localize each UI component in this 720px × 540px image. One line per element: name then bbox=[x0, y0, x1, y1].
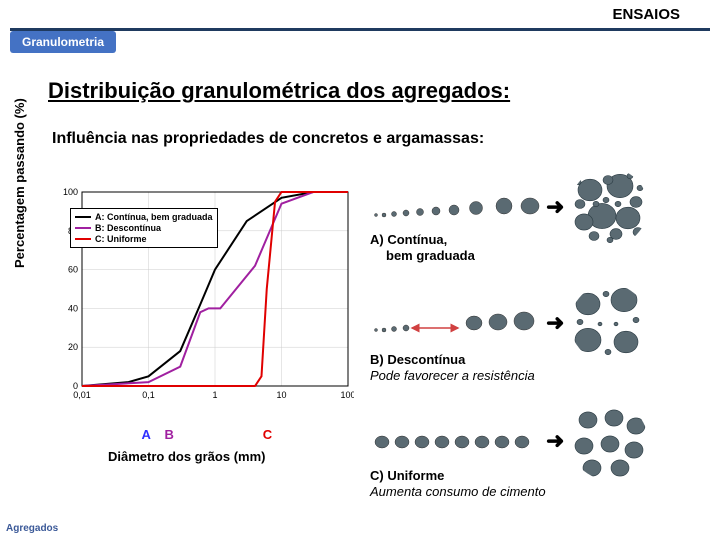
curve-label-b: B bbox=[165, 427, 174, 442]
chart-xlabel: Diâmetro dos grãos (mm) bbox=[108, 449, 265, 464]
loose-particles-b bbox=[370, 310, 540, 336]
packing-circle-b bbox=[570, 284, 648, 362]
svg-text:100: 100 bbox=[340, 390, 354, 400]
arrow-icon: ➜ bbox=[546, 310, 564, 336]
section-c-label: C) Uniforme bbox=[370, 468, 546, 484]
svg-text:10: 10 bbox=[276, 390, 286, 400]
curve-label-a: A bbox=[141, 427, 150, 442]
legend-label-c: C: Uniforme bbox=[95, 234, 147, 244]
section-a-label1: A) Contínua, bbox=[370, 232, 475, 248]
header-rule bbox=[10, 28, 710, 31]
arrow-icon: ➜ bbox=[546, 194, 564, 220]
svg-text:20: 20 bbox=[68, 342, 78, 352]
chart-legend: A: Contínua, bem graduada B: Descontínua… bbox=[70, 208, 218, 248]
packing-circle-a bbox=[570, 168, 648, 246]
legend-label-b: B: Descontínua bbox=[95, 223, 161, 233]
footer-label: Agregados bbox=[6, 523, 58, 534]
svg-text:0,1: 0,1 bbox=[142, 390, 155, 400]
svg-text:0,01: 0,01 bbox=[73, 390, 91, 400]
granulometric-chart: Percentagem passando (%) 0204060801000,0… bbox=[18, 168, 358, 458]
chart-ylabel: Percentagem passando (%) bbox=[12, 98, 27, 268]
page-subtitle: Influência nas propriedades de concretos… bbox=[52, 130, 484, 148]
section-a-label2: bem graduada bbox=[370, 248, 475, 264]
section-b-label: B) Descontínua bbox=[370, 352, 535, 368]
legend-swatch-c bbox=[75, 238, 91, 240]
header-section: ENSAIOS bbox=[612, 6, 680, 23]
svg-text:60: 60 bbox=[68, 265, 78, 275]
curve-label-c: C bbox=[263, 427, 272, 442]
legend-item-a: A: Contínua, bem graduada bbox=[75, 212, 213, 222]
legend-swatch-a bbox=[75, 216, 91, 218]
legend-item-c: C: Uniforme bbox=[75, 234, 213, 244]
legend-swatch-b bbox=[75, 227, 91, 229]
diagram-row-b: ➜ bbox=[370, 284, 648, 362]
granulometria-tab: Granulometria bbox=[10, 31, 116, 53]
section-c-note: Aumenta consumo de cimento bbox=[370, 484, 546, 499]
loose-particles-a bbox=[370, 195, 540, 219]
legend-label-a: A: Contínua, bem graduada bbox=[95, 212, 213, 222]
arrow-icon: ➜ bbox=[546, 428, 564, 454]
svg-text:1: 1 bbox=[212, 390, 217, 400]
svg-text:100: 100 bbox=[63, 187, 78, 197]
svg-text:40: 40 bbox=[68, 303, 78, 313]
section-b-note: Pode favorecer a resistência bbox=[370, 368, 535, 383]
loose-particles-c bbox=[370, 428, 540, 454]
legend-item-b: B: Descontínua bbox=[75, 223, 213, 233]
packing-circle-c bbox=[570, 402, 648, 480]
page-title: Distribuição granulométrica dos agregado… bbox=[48, 78, 510, 104]
